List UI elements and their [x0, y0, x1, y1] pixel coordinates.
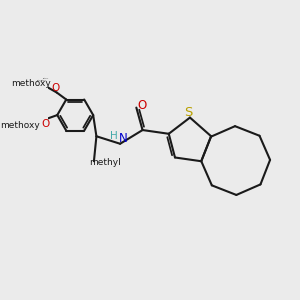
Text: O: O	[41, 119, 50, 129]
Text: methoxy: methoxy	[11, 79, 51, 88]
Text: O: O	[51, 82, 60, 92]
Text: methyl: methyl	[89, 158, 121, 167]
Text: methoxy: methoxy	[0, 121, 40, 130]
Text: S: S	[184, 106, 192, 119]
Text: methoxy: methoxy	[43, 78, 50, 80]
Text: methoxy: methoxy	[37, 80, 43, 81]
Text: O: O	[137, 99, 146, 112]
Text: N: N	[119, 132, 128, 145]
Text: methoxy: methoxy	[41, 80, 47, 81]
Text: H: H	[110, 131, 118, 141]
